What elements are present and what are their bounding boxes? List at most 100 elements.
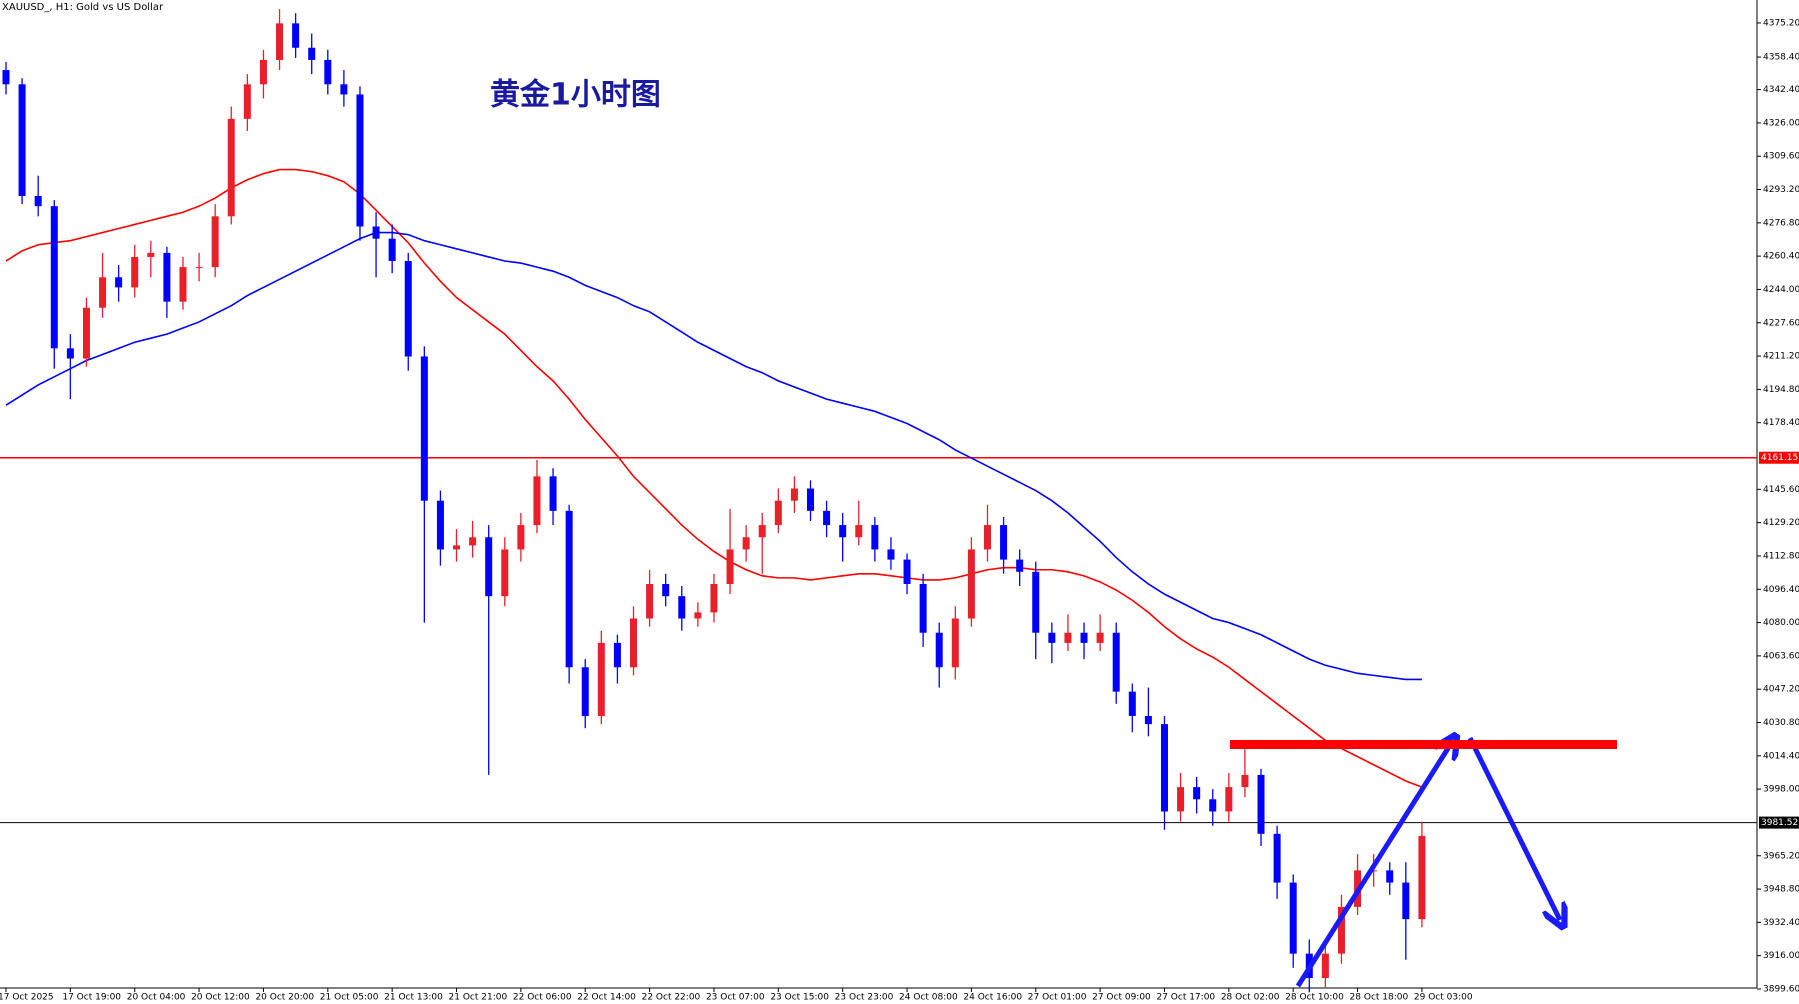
x-tick-label: 21 Oct 21:00 (449, 993, 508, 1003)
y-tick-label: 3948.80 (1763, 885, 1799, 895)
candle-body (790, 488, 798, 501)
candle-body (1402, 882, 1410, 920)
candle-body (613, 642, 621, 668)
candle-body (179, 267, 187, 302)
candle-body (147, 252, 155, 257)
x-tick-label: 22 Oct 14:00 (577, 993, 636, 1003)
candle-body (388, 238, 396, 262)
candle-body (453, 545, 461, 550)
x-tick-label: 20 Oct 04:00 (127, 993, 186, 1003)
x-tick-label: 27 Oct 09:00 (1092, 993, 1151, 1003)
y-tick-label: 4326.00 (1763, 118, 1799, 128)
candle-body (726, 549, 734, 584)
x-tick-label: 28 Oct 18:00 (1350, 993, 1409, 1003)
candle-body (855, 525, 863, 538)
candle-body (758, 525, 766, 538)
x-tick-label: 23 Oct 07:00 (706, 993, 765, 1003)
candle-body (919, 583, 927, 633)
candle-body (2, 70, 10, 85)
y-tick-label: 4178.40 (1763, 418, 1799, 428)
trend-arrows (1295, 736, 1560, 988)
candle-body (211, 216, 219, 268)
candle-body (1257, 774, 1265, 834)
y-tick-label: 3916.00 (1763, 951, 1799, 961)
candle-body (227, 118, 235, 217)
candle-body (774, 500, 782, 526)
candle-body (678, 596, 686, 619)
y-tick-label: 4112.80 (1763, 551, 1799, 561)
y-tick-label: 4129.20 (1763, 518, 1799, 528)
x-tick-label: 21 Oct 13:00 (384, 993, 443, 1003)
down-arrow (1467, 736, 1560, 920)
y-tick-label: 4063.60 (1763, 651, 1799, 661)
x-tick-label: 27 Oct 17:00 (1156, 993, 1215, 1003)
candle-body (259, 59, 267, 85)
level-label-box (1759, 451, 1799, 464)
level-label: 3981.52 (1761, 818, 1798, 828)
y-tick-label: 3932.40 (1763, 918, 1799, 928)
candle-body (436, 500, 444, 550)
candle-body (1144, 716, 1152, 725)
y-tick-label: 4194.80 (1763, 385, 1799, 395)
candle-body (1225, 787, 1233, 812)
candle-body (82, 307, 90, 359)
candle-body (565, 510, 573, 668)
candle-body (485, 537, 493, 597)
x-tick-label: 24 Oct 16:00 (963, 993, 1022, 1003)
candle-body (597, 642, 605, 717)
y-tick-label: 4047.20 (1763, 685, 1799, 695)
candle-body (1241, 774, 1249, 788)
y-tick-label: 3998.00 (1763, 785, 1799, 795)
candle-body (646, 583, 654, 619)
candle-body (340, 84, 348, 95)
candle-body (469, 537, 477, 546)
y-tick-label: 4342.40 (1763, 85, 1799, 95)
candle-body (131, 256, 139, 288)
candle-body (195, 267, 203, 269)
y-tick-label: 4293.20 (1763, 185, 1799, 195)
y-tick-label: 4145.60 (1763, 485, 1799, 495)
candle-body (243, 84, 251, 119)
candle-body (967, 549, 975, 619)
candle-body (372, 226, 380, 239)
y-tick-label: 4358.40 (1763, 53, 1799, 63)
candle-body (1289, 882, 1297, 954)
candle-body (533, 476, 541, 526)
x-tick-label: 21 Oct 05:00 (320, 993, 379, 1003)
x-tick-label: 28 Oct 02:00 (1221, 993, 1280, 1003)
x-tick-label: 27 Oct 01:00 (1028, 993, 1087, 1003)
x-tick-label: 23 Oct 23:00 (835, 993, 894, 1003)
x-tick-label: 29 Oct 03:00 (1414, 993, 1473, 1003)
candle-body (630, 618, 638, 668)
candle-body (324, 59, 332, 85)
x-tick-label: 22 Oct 06:00 (513, 993, 572, 1003)
candle-body (99, 277, 107, 308)
y-tick-label: 4309.60 (1763, 152, 1799, 162)
candle-body (1160, 724, 1168, 812)
x-tick-label: 22 Oct 22:00 (642, 993, 701, 1003)
candle-body (356, 94, 364, 227)
candle-body (1209, 799, 1217, 812)
y-tick-label: 4260.40 (1763, 252, 1799, 262)
y-tick-label: 3899.60 (1763, 985, 1799, 995)
candle-body (66, 348, 74, 359)
candle-body (549, 476, 557, 511)
candle-body (517, 525, 525, 550)
y-tick-label: 4014.40 (1763, 751, 1799, 761)
y-tick-label: 4030.80 (1763, 718, 1799, 728)
y-tick-label: 4244.00 (1763, 285, 1799, 295)
candle-body (935, 632, 943, 668)
candle-body (292, 23, 300, 48)
candle-body (1096, 632, 1104, 643)
candle-body (903, 559, 911, 584)
y-tick-label: 4227.60 (1763, 318, 1799, 328)
candle-body (1048, 632, 1056, 643)
up-arrow (1295, 742, 1452, 988)
candle-body (163, 252, 171, 302)
candle-body (1000, 525, 1008, 560)
y-tick-label: 4096.40 (1763, 585, 1799, 595)
candle-body (1273, 833, 1281, 883)
level-label: 4161.15 (1761, 453, 1798, 463)
candle-body (839, 525, 847, 538)
candle-body (1386, 870, 1394, 883)
